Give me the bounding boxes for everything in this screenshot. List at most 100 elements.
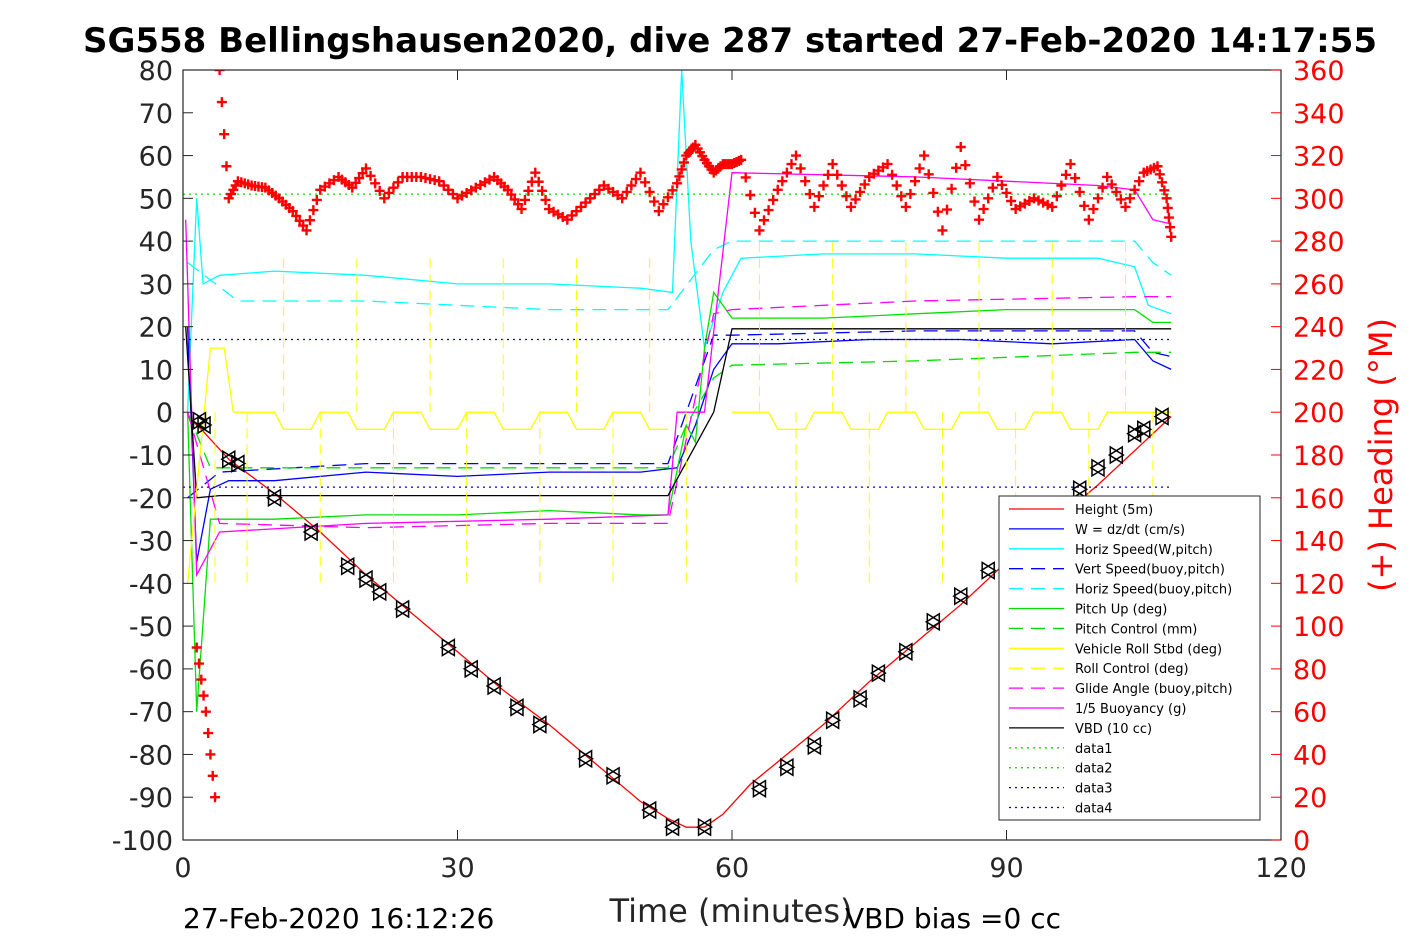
heading-point	[1079, 200, 1090, 211]
y-axis-label-right: (+) Heading (°M)	[1362, 318, 1400, 592]
heading-point	[653, 206, 664, 217]
heading-point	[1093, 193, 1103, 204]
x-axis-label: Time (minutes)	[609, 892, 853, 930]
heading-point	[804, 189, 815, 200]
heading-point	[644, 186, 655, 197]
y-tick-label-left: -80	[129, 740, 173, 771]
heading-point	[974, 214, 985, 225]
heading-point	[658, 199, 669, 210]
heading-point	[361, 163, 371, 174]
heading-point	[365, 170, 376, 181]
heading-point	[914, 163, 925, 174]
heading-point	[374, 185, 385, 196]
heading-point	[836, 180, 847, 191]
heading-point	[978, 204, 989, 215]
heading-point	[946, 183, 957, 194]
y-tick-label-left: -70	[129, 698, 173, 729]
heading-point	[678, 157, 689, 168]
heading-point	[827, 159, 838, 170]
y-tick-label-left: 70	[139, 99, 173, 130]
heading-point	[1097, 182, 1108, 193]
height-marker-right	[441, 638, 457, 657]
legend-label: data2	[1075, 762, 1113, 777]
y-tick-label-left: -30	[129, 527, 173, 558]
y-tick-label-left: -10	[129, 441, 173, 472]
height-marker-right	[304, 522, 320, 542]
heading-point	[823, 169, 834, 180]
heading-point	[1083, 214, 1094, 225]
height-marker-right	[899, 642, 915, 662]
height-marker-right	[340, 556, 357, 576]
y-tick-label-right: 260	[1293, 270, 1345, 301]
legend: Height (5m) W = dz/dt (cm/s) Horiz Speed(W…	[998, 495, 1261, 821]
heading-point	[1152, 161, 1163, 172]
legend-label: Height (5m)	[1075, 503, 1153, 518]
series-vehicle-roll-stbd-deg	[186, 347, 234, 584]
heading-point	[537, 185, 548, 196]
y-tick-label-left: 0	[156, 398, 173, 429]
heading-point	[221, 161, 232, 172]
legend-label: data1	[1075, 742, 1113, 757]
legend-label: Glide Angle (buoy,pitch)	[1075, 682, 1233, 697]
y-tick-label-left: 40	[139, 227, 173, 258]
heading-point	[635, 167, 646, 178]
heading-point	[1162, 202, 1173, 213]
heading-point	[519, 194, 530, 205]
y-tick-label-right: 220	[1293, 355, 1345, 386]
series-vehicle-roll-stbd-deg	[732, 411, 1172, 430]
y-tick-label-left: -100	[112, 826, 173, 857]
series-vbd-10-cc	[185, 326, 1172, 499]
heading-point	[969, 196, 980, 207]
y-tick-label-left: 80	[139, 56, 173, 87]
heading-point	[191, 642, 202, 653]
heading-point	[1106, 179, 1117, 190]
heading-point	[740, 172, 751, 183]
heading-point	[910, 176, 920, 187]
height-marker-right	[871, 663, 887, 683]
y-tick-label-right: 360	[1293, 56, 1345, 87]
heading-point	[882, 159, 893, 170]
heading-point	[736, 154, 747, 165]
y-tick-label-right: 80	[1293, 655, 1327, 686]
legend-box	[998, 495, 1261, 821]
heading-point	[210, 792, 221, 803]
heading-point	[845, 201, 856, 212]
heading-point	[370, 178, 381, 189]
y-tick-label-right: 320	[1293, 142, 1345, 173]
y-tick-label-right: 60	[1293, 698, 1327, 729]
heading-point	[777, 176, 788, 187]
heading-point	[786, 159, 797, 170]
heading-point	[887, 169, 898, 180]
heading-point	[207, 770, 218, 781]
heading-point	[196, 674, 207, 685]
height-marker-right	[1127, 424, 1144, 443]
height-marker-right	[1109, 445, 1125, 465]
heading-point	[813, 191, 824, 202]
heading-point	[937, 225, 948, 236]
height-marker-right	[981, 561, 997, 580]
height-marker-right	[1137, 419, 1153, 439]
heading-point	[1120, 201, 1131, 212]
heading-point	[759, 215, 770, 226]
height-marker-right	[231, 454, 247, 473]
series-pitch-control-mm	[186, 351, 1172, 469]
height-marker-right	[197, 415, 213, 435]
y-tick-label-left: -40	[129, 569, 173, 600]
heading-point	[1161, 193, 1172, 204]
height-marker-right	[926, 612, 942, 632]
legend-label: Roll Control (deg)	[1075, 662, 1189, 677]
heading-point	[640, 177, 651, 188]
height-marker-right	[780, 757, 796, 777]
height-marker-right	[1091, 458, 1107, 478]
height-marker-right	[464, 659, 480, 679]
heading-point	[1157, 177, 1168, 188]
chart-title: SG558 Bellingshausen2020, dive 287 start…	[83, 21, 1377, 61]
y-tick-label-right: 140	[1293, 527, 1345, 558]
heading-point	[216, 97, 227, 108]
heading-point	[859, 179, 870, 190]
heading-point	[194, 658, 205, 669]
heading-point	[1065, 159, 1076, 170]
heading-point	[617, 193, 628, 204]
y-tick-label-left: 30	[139, 270, 173, 301]
